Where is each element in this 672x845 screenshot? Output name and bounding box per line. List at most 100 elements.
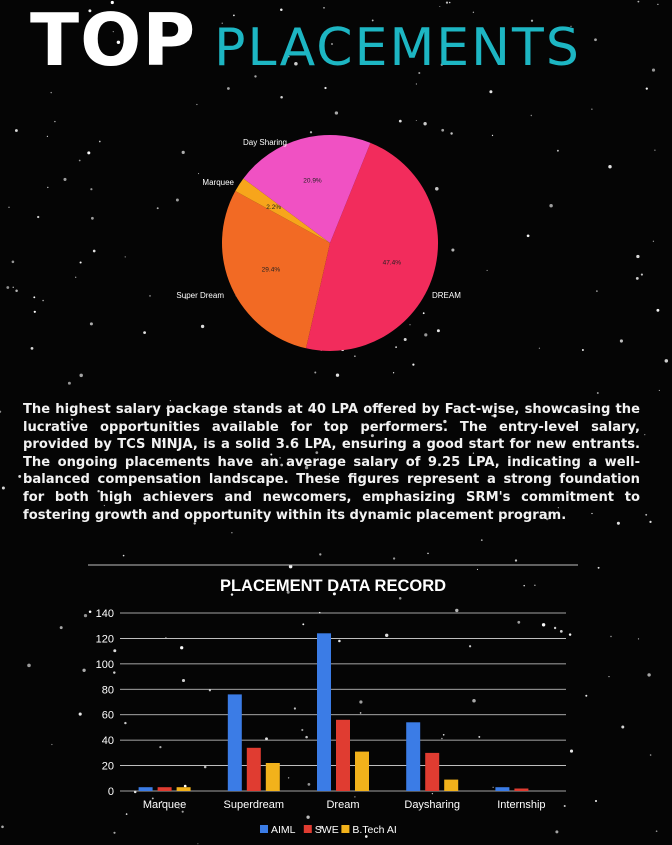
star (15, 289, 18, 293)
star (435, 187, 439, 191)
title-placements: PLACEMENTS (214, 18, 581, 78)
legend-label: AIML (271, 824, 296, 836)
placement-data-bar-chart: PLACEMENT DATA RECORD 0 20 40 60 80 100 120 140 M… (88, 564, 578, 836)
placement-category-pie-chart: 47.4% DREAM 29.4% Super Dream 2.2% Marquee 20.… (176, 134, 461, 352)
star (451, 248, 455, 252)
bar-aiml-marquee (138, 787, 153, 791)
star (557, 507, 559, 509)
star (51, 743, 53, 746)
star (319, 825, 323, 830)
star (585, 694, 588, 697)
star (181, 150, 185, 154)
star (307, 783, 311, 786)
star (112, 30, 114, 33)
star (323, 7, 325, 9)
star (319, 553, 322, 556)
star (423, 122, 427, 126)
star (568, 633, 572, 636)
star (415, 119, 417, 122)
x-category-label: Internship (497, 799, 545, 811)
pie-category-label: Marquee (202, 178, 234, 187)
star (87, 151, 91, 155)
star (637, 638, 640, 640)
star (161, 439, 165, 443)
star (619, 339, 623, 343)
star (113, 831, 116, 834)
star (33, 296, 36, 299)
legend-swatch (260, 825, 268, 833)
star (645, 87, 648, 90)
star (359, 700, 363, 704)
star (621, 725, 625, 729)
star (656, 308, 660, 312)
star (534, 584, 536, 586)
star (183, 784, 187, 788)
star (143, 331, 146, 334)
star (197, 843, 199, 845)
y-tick-label: 60 (102, 710, 114, 722)
star (54, 120, 56, 123)
star (309, 131, 313, 134)
page-title: TOP PLACEMENTS (30, 0, 581, 80)
star (445, 1, 449, 4)
star (12, 286, 14, 288)
y-tick-label: 80 (102, 684, 114, 696)
star (156, 207, 159, 210)
bar-swe-superdream (246, 747, 261, 791)
star (553, 626, 557, 630)
star (491, 134, 494, 137)
star (441, 128, 445, 132)
star (441, 737, 443, 740)
star (530, 114, 533, 117)
star (331, 43, 333, 45)
star (649, 520, 652, 524)
star (440, 63, 443, 66)
bar-aiml-superdream (227, 694, 242, 791)
star (492, 786, 494, 788)
pie-slice-day-sharing (243, 134, 371, 243)
star (221, 22, 223, 24)
bar-b-tech-ai-superdream (265, 763, 280, 791)
star (597, 566, 600, 569)
star (538, 347, 541, 349)
star (415, 83, 418, 85)
pie-slice-marquee (235, 178, 330, 243)
star (472, 452, 475, 454)
pie-value-label: 2.2% (266, 204, 281, 211)
star (472, 698, 476, 703)
star (1, 825, 4, 829)
star (92, 249, 96, 253)
star (559, 630, 563, 633)
star (364, 835, 368, 838)
y-tick-label: 100 (96, 659, 114, 671)
x-category-label: Marquee (143, 799, 186, 811)
star (569, 749, 574, 753)
star (265, 737, 268, 741)
star (37, 215, 40, 219)
star (89, 322, 93, 326)
star (610, 635, 612, 638)
star (328, 473, 331, 475)
title-top: TOP (30, 0, 197, 82)
y-tick-label: 40 (102, 735, 114, 747)
star (42, 299, 44, 302)
star (338, 639, 341, 643)
star (476, 568, 479, 570)
star (635, 276, 639, 280)
star (91, 216, 94, 220)
star (306, 815, 310, 819)
star (79, 373, 83, 378)
star (302, 623, 305, 626)
star (523, 584, 525, 587)
star (169, 399, 172, 402)
star (442, 734, 445, 736)
bar-aiml-dream (317, 633, 331, 791)
y-tick-label: 120 (96, 633, 114, 645)
star (647, 673, 651, 677)
star (595, 800, 597, 802)
star (546, 517, 549, 521)
star (180, 646, 184, 650)
bar-b-tech-ai-dream (355, 751, 369, 791)
star (78, 712, 82, 716)
star (78, 159, 81, 162)
